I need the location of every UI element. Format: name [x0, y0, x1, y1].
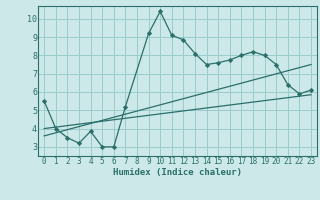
X-axis label: Humidex (Indice chaleur): Humidex (Indice chaleur): [113, 168, 242, 177]
